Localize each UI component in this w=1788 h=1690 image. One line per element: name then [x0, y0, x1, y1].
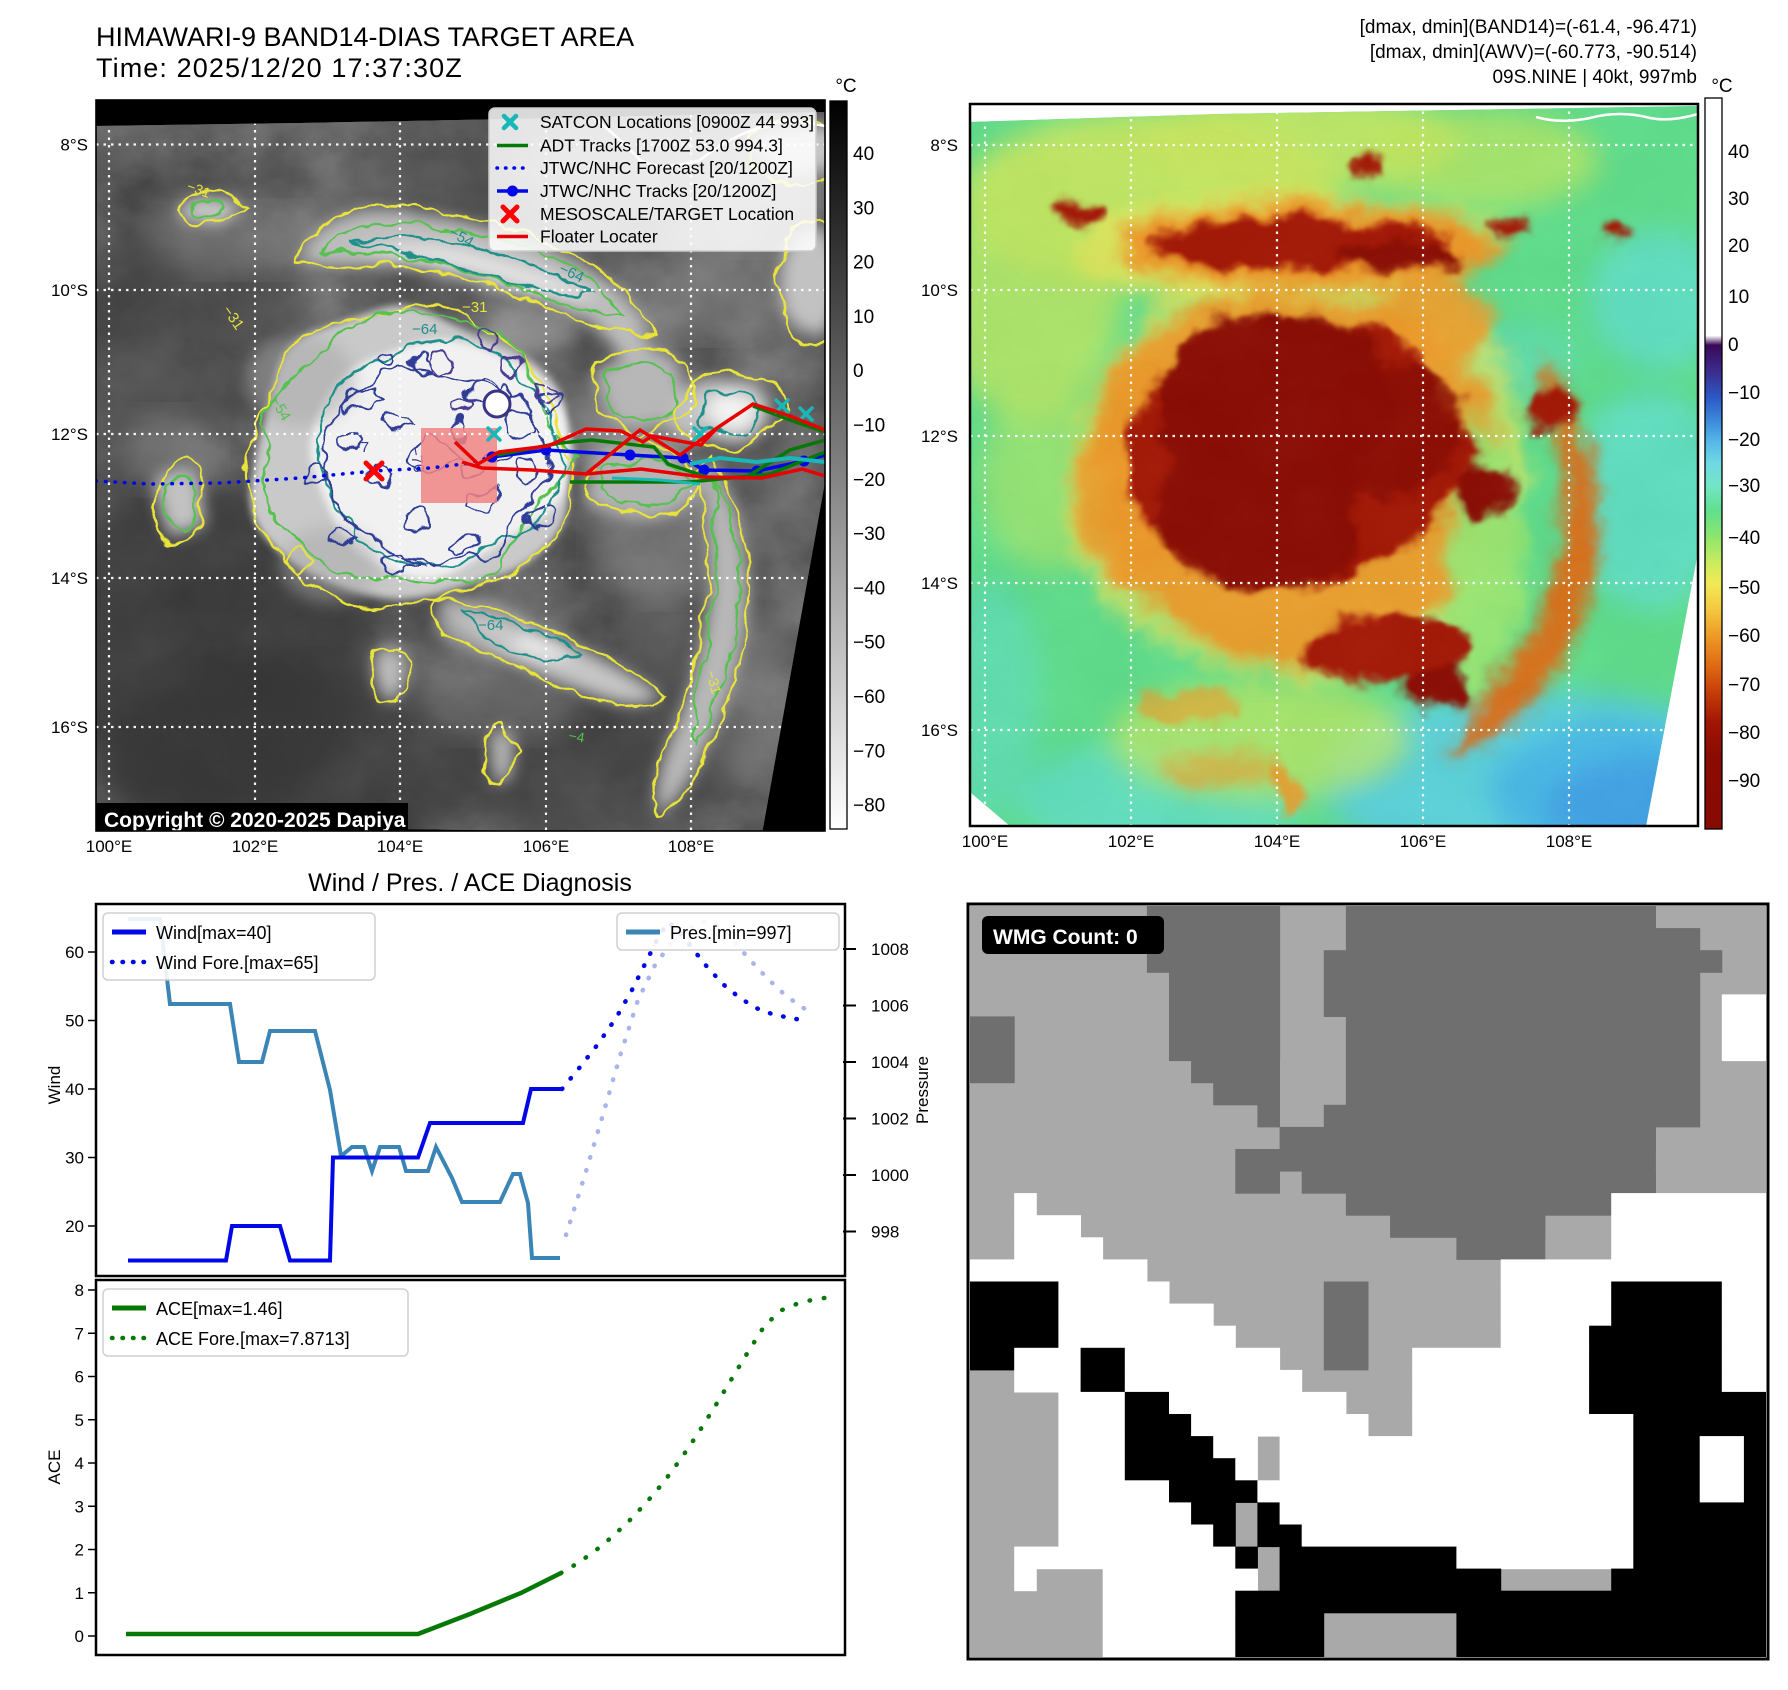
svg-text:10: 10: [1728, 287, 1749, 308]
svg-text:−31: −31: [703, 669, 725, 696]
svg-text:16°S: 16°S: [921, 721, 958, 740]
svg-text:10: 10: [853, 307, 874, 328]
svg-text:−50: −50: [853, 633, 885, 654]
svg-text:−60: −60: [1728, 626, 1760, 647]
svg-text:0: 0: [75, 1627, 84, 1646]
svg-text:1000: 1000: [871, 1166, 909, 1185]
svg-text:60: 60: [65, 943, 84, 962]
svg-text:1004: 1004: [871, 1053, 909, 1072]
svg-text:HIMAWARI-9 BAND14-DIAS TARGET: HIMAWARI-9 BAND14-DIAS TARGET AREA: [96, 22, 634, 52]
svg-text:−70: −70: [1728, 675, 1760, 696]
svg-text:−70: −70: [853, 741, 885, 762]
svg-text:12°S: 12°S: [921, 427, 958, 446]
svg-text:50: 50: [65, 1012, 84, 1031]
svg-text:[dmax, dmin](BAND14)=(-61.4, -: [dmax, dmin](BAND14)=(-61.4, -96.471): [1360, 17, 1697, 38]
svg-text:Wind[max=40]: Wind[max=40]: [156, 923, 272, 943]
svg-text:09S.NINE | 40kt, 997mb: 09S.NINE | 40kt, 997mb: [1492, 67, 1697, 88]
svg-text:5: 5: [75, 1411, 84, 1430]
svg-text:JTWC/NHC Forecast [20/1200Z]: JTWC/NHC Forecast [20/1200Z]: [540, 158, 793, 178]
svg-text:20: 20: [1728, 236, 1749, 257]
svg-text:2: 2: [75, 1541, 84, 1560]
svg-text:−30: −30: [853, 524, 885, 545]
svg-text:SATCON Locations [0900Z 44 993: SATCON Locations [0900Z 44 993]: [540, 112, 814, 132]
svg-text:106°E: 106°E: [1400, 832, 1447, 851]
svg-text:°C: °C: [1711, 76, 1732, 97]
svg-text:102°E: 102°E: [232, 837, 279, 856]
svg-text:Wind: Wind: [45, 1066, 64, 1105]
svg-text:14°S: 14°S: [921, 574, 958, 593]
svg-text:Wind / Pres. / ACE Diagnosis: Wind / Pres. / ACE Diagnosis: [308, 869, 632, 897]
svg-text:102°E: 102°E: [1108, 832, 1155, 851]
svg-text:JTWC/NHC Tracks [20/1200Z]: JTWC/NHC Tracks [20/1200Z]: [540, 181, 776, 201]
svg-text:−80: −80: [1728, 723, 1760, 744]
svg-text:12°S: 12°S: [51, 425, 88, 444]
svg-text:1002: 1002: [871, 1110, 909, 1129]
svg-text:−64: −64: [478, 617, 503, 634]
svg-text:30: 30: [65, 1149, 84, 1168]
svg-text:7: 7: [75, 1324, 84, 1343]
svg-text:−7: −7: [352, 439, 369, 456]
svg-text:10°S: 10°S: [51, 281, 88, 300]
svg-text:8°S: 8°S: [930, 136, 958, 155]
svg-text:40: 40: [853, 144, 874, 165]
svg-text:100°E: 100°E: [962, 832, 1009, 851]
svg-text:−40: −40: [853, 578, 885, 599]
svg-text:16°S: 16°S: [51, 718, 88, 737]
svg-text:1008: 1008: [871, 940, 909, 959]
svg-text:ADT Tracks [1700Z 53.0 994.3]: ADT Tracks [1700Z 53.0 994.3]: [540, 136, 783, 156]
svg-text:8°S: 8°S: [60, 136, 88, 155]
svg-text:4: 4: [75, 1454, 84, 1473]
svg-text:−64: −64: [412, 321, 437, 338]
svg-text:Floater Locater: Floater Locater: [540, 227, 658, 247]
svg-text:−10: −10: [1728, 383, 1760, 404]
svg-text:104°E: 104°E: [377, 837, 424, 856]
svg-text:0: 0: [1728, 335, 1739, 356]
svg-text:998: 998: [871, 1223, 899, 1242]
svg-text:−10: −10: [853, 416, 885, 437]
svg-text:108°E: 108°E: [668, 837, 715, 856]
svg-text:40: 40: [65, 1080, 84, 1099]
svg-text:14°S: 14°S: [51, 569, 88, 588]
svg-text:Pressure: Pressure: [913, 1056, 932, 1124]
svg-text:30: 30: [853, 198, 874, 219]
svg-text:ACE[max=1.46]: ACE[max=1.46]: [156, 1299, 283, 1319]
svg-text:−50: −50: [1728, 578, 1760, 599]
svg-text:40: 40: [1728, 142, 1749, 163]
svg-text:ACE: ACE: [45, 1450, 64, 1485]
svg-text:10°S: 10°S: [921, 281, 958, 300]
svg-text:Copyright © 2020-2025 Dapiya: Copyright © 2020-2025 Dapiya: [104, 809, 406, 832]
svg-text:−30: −30: [1728, 476, 1760, 497]
svg-text:°C: °C: [835, 76, 856, 97]
svg-text:MESOSCALE/TARGET Location: MESOSCALE/TARGET Location: [540, 204, 794, 224]
svg-text:108°E: 108°E: [1546, 832, 1593, 851]
svg-text:−31: −31: [462, 299, 487, 316]
svg-text:[dmax, dmin](AWV)=(-60.773, -9: [dmax, dmin](AWV)=(-60.773, -90.514): [1370, 42, 1697, 63]
svg-text:Pres.[min=997]: Pres.[min=997]: [670, 923, 792, 943]
svg-text:−40: −40: [1728, 528, 1760, 549]
svg-text:100°E: 100°E: [86, 837, 133, 856]
svg-text:ACE Fore.[max=7.8713]: ACE Fore.[max=7.8713]: [156, 1329, 350, 1349]
svg-text:6: 6: [75, 1368, 84, 1387]
svg-text:8: 8: [75, 1281, 84, 1300]
svg-text:3: 3: [75, 1497, 84, 1516]
svg-text:Time: 2025/12/20 17:37:30Z: Time: 2025/12/20 17:37:30Z: [96, 53, 463, 83]
svg-text:106°E: 106°E: [523, 837, 570, 856]
svg-text:−20: −20: [1728, 430, 1760, 451]
svg-text:−90: −90: [1728, 771, 1760, 792]
svg-text:30: 30: [1728, 189, 1749, 210]
svg-text:Wind Fore.[max=65]: Wind Fore.[max=65]: [156, 953, 319, 973]
svg-text:20: 20: [65, 1217, 84, 1236]
svg-text:−60: −60: [853, 687, 885, 708]
svg-text:104°E: 104°E: [1254, 832, 1301, 851]
svg-text:−80: −80: [853, 796, 885, 817]
svg-text:1006: 1006: [871, 997, 909, 1016]
svg-text:−20: −20: [853, 470, 885, 491]
svg-text:−4: −4: [567, 727, 586, 746]
svg-text:−31: −31: [185, 178, 213, 201]
svg-text:WMG Count: 0: WMG Count: 0: [993, 926, 1138, 949]
svg-text:20: 20: [853, 253, 874, 274]
svg-text:1: 1: [75, 1584, 84, 1603]
svg-text:0: 0: [853, 361, 864, 382]
